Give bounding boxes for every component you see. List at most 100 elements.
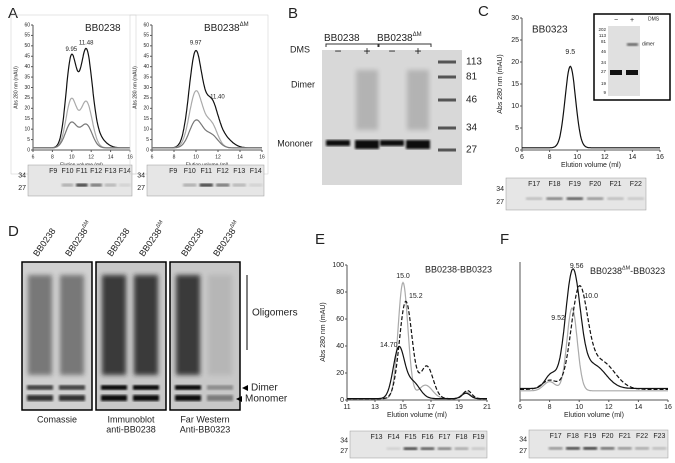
- caption: Anti-BB0323: [180, 424, 231, 434]
- marker: 34: [340, 437, 348, 444]
- x-tick-label: 16: [259, 154, 265, 160]
- fraction-label: F18: [567, 433, 579, 440]
- y-tick-label: 45: [143, 54, 149, 60]
- marker: 19: [601, 81, 607, 86]
- y-tick-label: 10: [24, 126, 30, 132]
- panel-label: E: [315, 231, 325, 248]
- smear: [134, 275, 158, 375]
- gel-band: [199, 183, 213, 187]
- trace: [520, 307, 668, 392]
- fraction-label: F16: [421, 434, 433, 441]
- fraction-label: F18: [548, 181, 560, 188]
- gel-band: [403, 447, 418, 451]
- label-main: BB0238: [211, 227, 238, 259]
- y-tick-label: 15: [511, 81, 519, 88]
- x-tick-label: 10: [573, 154, 581, 161]
- peak-label: 11.40: [210, 95, 225, 101]
- fraction-label: F15: [404, 434, 416, 441]
- gel-strip: [146, 164, 265, 197]
- panel-label: C: [478, 3, 489, 20]
- fraction-label: F10: [61, 168, 73, 175]
- treatment: DMS: [648, 16, 660, 22]
- ladder-band: [438, 60, 456, 64]
- y-tick-label: 50: [24, 43, 30, 49]
- fraction-label: F22: [630, 181, 642, 188]
- label-main: BB0238: [137, 227, 164, 259]
- fraction-label: F13: [104, 168, 116, 175]
- y-tick-label: 15: [143, 116, 149, 122]
- trace: [522, 65, 660, 149]
- band: [133, 385, 159, 390]
- y-tick-label: 100: [332, 262, 344, 269]
- lane-label: BB0238ΔM: [211, 219, 243, 258]
- fraction-label: F23: [653, 433, 665, 440]
- y-tick-label: 25: [143, 95, 149, 101]
- lane-label: BB0238ΔM: [137, 219, 169, 258]
- x-tick-label: 12: [605, 404, 613, 411]
- marker: 27: [601, 69, 607, 74]
- y-tick-label: 10: [511, 103, 519, 110]
- x-axis-title: Elution volume (ml): [387, 412, 447, 419]
- gel-band: [119, 183, 131, 187]
- band: [101, 385, 127, 390]
- gel-band: [216, 183, 230, 187]
- y-tick-label: 5: [515, 125, 519, 132]
- fraction-label: F20: [589, 181, 601, 188]
- fraction-label: F17: [550, 433, 562, 440]
- lane-label: BB0238ΔM: [63, 219, 95, 258]
- band: [380, 140, 404, 146]
- group-title: BB0238ΔM: [377, 32, 422, 44]
- marker: 34: [519, 437, 527, 444]
- y-tick-label: 40: [143, 64, 149, 70]
- smear: [356, 70, 378, 130]
- sign: +: [363, 44, 370, 58]
- marker: 34: [137, 173, 145, 180]
- smear: [407, 70, 429, 130]
- gel-band: [232, 183, 246, 187]
- x-tick-label: 13: [371, 404, 379, 411]
- y-tick-label: 60: [143, 22, 149, 28]
- band-label: Mononer: [277, 138, 313, 148]
- fraction-label: F17: [528, 181, 540, 188]
- y-tick-label: 15: [24, 116, 30, 122]
- band: [27, 395, 53, 401]
- plot-title: BB0238: [85, 23, 121, 34]
- trace: [33, 47, 130, 149]
- ladder-band: [438, 98, 456, 102]
- x-tick-label: 12: [88, 154, 94, 160]
- fraction-label: F22: [636, 433, 648, 440]
- x-tick-label: 14: [629, 154, 637, 161]
- gel-band: [587, 197, 604, 201]
- y-tick-label: 10: [143, 126, 149, 132]
- label-main: BB0238: [105, 227, 132, 259]
- smear: [208, 275, 232, 375]
- y-axis-title: Abs 280 nm (mAU): [132, 66, 138, 109]
- gel-band: [76, 183, 88, 187]
- fraction-label: F11: [76, 168, 88, 175]
- trace: [152, 119, 262, 149]
- peak-label: 14.70: [380, 342, 398, 349]
- gel-strip: [505, 177, 647, 211]
- fraction-label: F14: [119, 168, 131, 175]
- x-axis-title: Elution volume (ml): [561, 162, 621, 169]
- band: [207, 395, 233, 401]
- marker: 202: [598, 27, 606, 32]
- band: [101, 395, 127, 401]
- gel-strip: [27, 164, 133, 197]
- marker: 34: [601, 60, 607, 65]
- label-main: -BB0323: [630, 266, 665, 276]
- x-tick-label: 8: [51, 154, 54, 160]
- x-tick-label: 12: [601, 154, 609, 161]
- peak-label: 9.95: [65, 47, 77, 53]
- x-tick-label: 10: [575, 404, 583, 411]
- band: [59, 395, 85, 401]
- y-tick-label: 50: [143, 43, 149, 49]
- x-tick-label: 6: [151, 154, 154, 160]
- x-tick-label: 15: [399, 404, 407, 411]
- x-tick-label: 12: [215, 154, 221, 160]
- panel-label: B: [288, 5, 298, 22]
- y-tick-label: 35: [24, 74, 30, 80]
- fraction-label: F21: [619, 433, 631, 440]
- smear: [60, 275, 84, 375]
